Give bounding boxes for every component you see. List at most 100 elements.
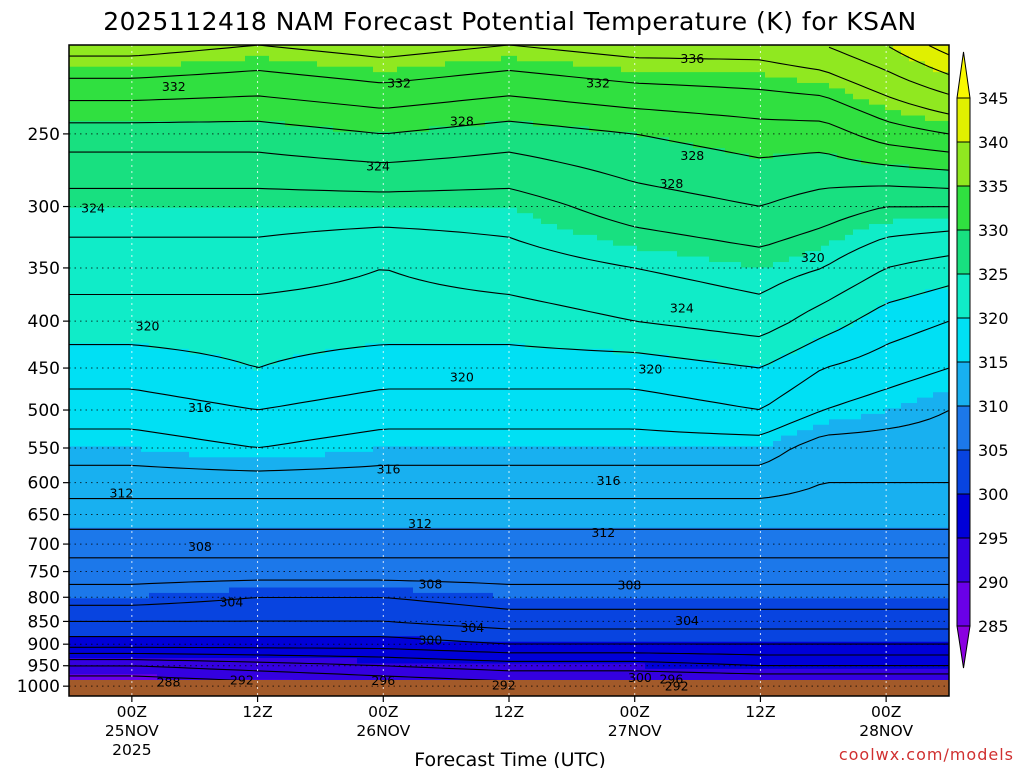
field-cell — [725, 527, 734, 599]
field-cell — [341, 348, 350, 453]
field-cell — [917, 527, 926, 599]
field-cell — [509, 207, 518, 344]
field-cell — [253, 207, 262, 372]
field-cell — [741, 45, 750, 73]
field-cell — [189, 45, 198, 62]
field-cell — [885, 164, 894, 225]
field-cell — [861, 45, 870, 100]
field-cell — [429, 45, 438, 68]
field-cell — [85, 527, 94, 599]
field-cell — [789, 153, 798, 258]
field-cell — [645, 598, 654, 643]
field-cell — [445, 527, 454, 594]
contour-label: 300 — [418, 633, 442, 648]
field-cell — [125, 343, 134, 448]
x-tick-label: 25NOV — [105, 722, 159, 740]
field-cell — [533, 446, 542, 529]
field-cell — [213, 457, 222, 529]
field-cell — [85, 343, 94, 448]
field-cell — [269, 587, 278, 637]
field-cell — [637, 598, 646, 643]
colorbar-label: 285 — [978, 617, 1009, 636]
field-cell — [573, 234, 582, 350]
field-cell — [93, 446, 102, 529]
field-cell — [821, 424, 830, 529]
y-tick-label: 500 — [28, 401, 60, 421]
field-cell — [341, 131, 350, 209]
contour-label: 308 — [188, 539, 212, 554]
field-cell — [285, 587, 294, 637]
field-cell — [549, 45, 558, 62]
contour-line-342 — [928, 45, 949, 56]
field-cell — [637, 251, 646, 355]
colorbar-segment — [956, 493, 971, 539]
colorbar-label: 305 — [978, 441, 1009, 460]
contour-label: 304 — [675, 613, 699, 628]
field-cell — [149, 45, 158, 68]
field-cell — [917, 169, 926, 220]
field-cell — [653, 354, 662, 448]
field-cell — [181, 207, 190, 350]
field-cell — [437, 641, 446, 665]
field-cell — [285, 207, 294, 361]
y-tick-label: 350 — [28, 259, 60, 279]
contour-line-306 — [69, 579, 949, 585]
field-cell — [461, 343, 470, 448]
field-cell — [885, 527, 894, 599]
field-cell — [389, 636, 398, 665]
field-cell — [93, 598, 102, 637]
field-cell — [77, 446, 86, 529]
field-cell — [317, 457, 326, 529]
field-cell — [829, 240, 838, 334]
field-cell — [181, 658, 190, 681]
field-cell — [717, 365, 726, 448]
field-cell — [813, 598, 822, 643]
field-cell — [877, 413, 886, 529]
field-cell — [773, 527, 782, 599]
field-cell — [517, 61, 526, 122]
field-cell — [605, 240, 614, 350]
field-cell — [693, 641, 702, 670]
field-cell — [565, 663, 574, 696]
field-cell — [813, 527, 822, 599]
field-cell — [589, 663, 598, 696]
field-cell — [853, 158, 862, 231]
field-cell — [413, 66, 422, 133]
field-cell — [389, 207, 398, 344]
field-cell — [645, 527, 654, 599]
field-cell — [829, 332, 838, 420]
field-cell — [613, 66, 622, 133]
field-cell — [261, 120, 270, 209]
field-cell — [341, 66, 350, 133]
field-cell — [173, 120, 182, 209]
field-cell — [485, 120, 494, 209]
field-cell — [789, 527, 798, 599]
field-cell — [741, 153, 750, 269]
field-cell — [309, 126, 318, 209]
field-cell — [557, 598, 566, 643]
field-cell — [917, 397, 926, 529]
field-cell — [797, 598, 806, 643]
field-cell — [381, 587, 390, 637]
field-cell — [773, 441, 782, 529]
field-cell — [365, 636, 374, 665]
field-cell — [469, 592, 478, 643]
field-cell — [333, 451, 342, 529]
field-cell — [493, 446, 502, 529]
field-cell — [445, 61, 454, 127]
field-cell — [229, 658, 238, 681]
colorbar-label: 320 — [978, 309, 1009, 328]
field-cell — [781, 527, 790, 599]
field-cell — [117, 120, 126, 209]
field-cell — [837, 598, 846, 643]
field-cell — [805, 45, 814, 84]
field-cell — [861, 229, 870, 317]
field-cell — [373, 131, 382, 209]
field-cell — [197, 207, 206, 355]
contour-label: 292 — [230, 673, 254, 688]
field-cell — [701, 641, 710, 670]
field-cell — [837, 158, 846, 241]
field-cell — [421, 45, 430, 68]
field-cell — [909, 294, 918, 404]
field-cell — [765, 527, 774, 599]
